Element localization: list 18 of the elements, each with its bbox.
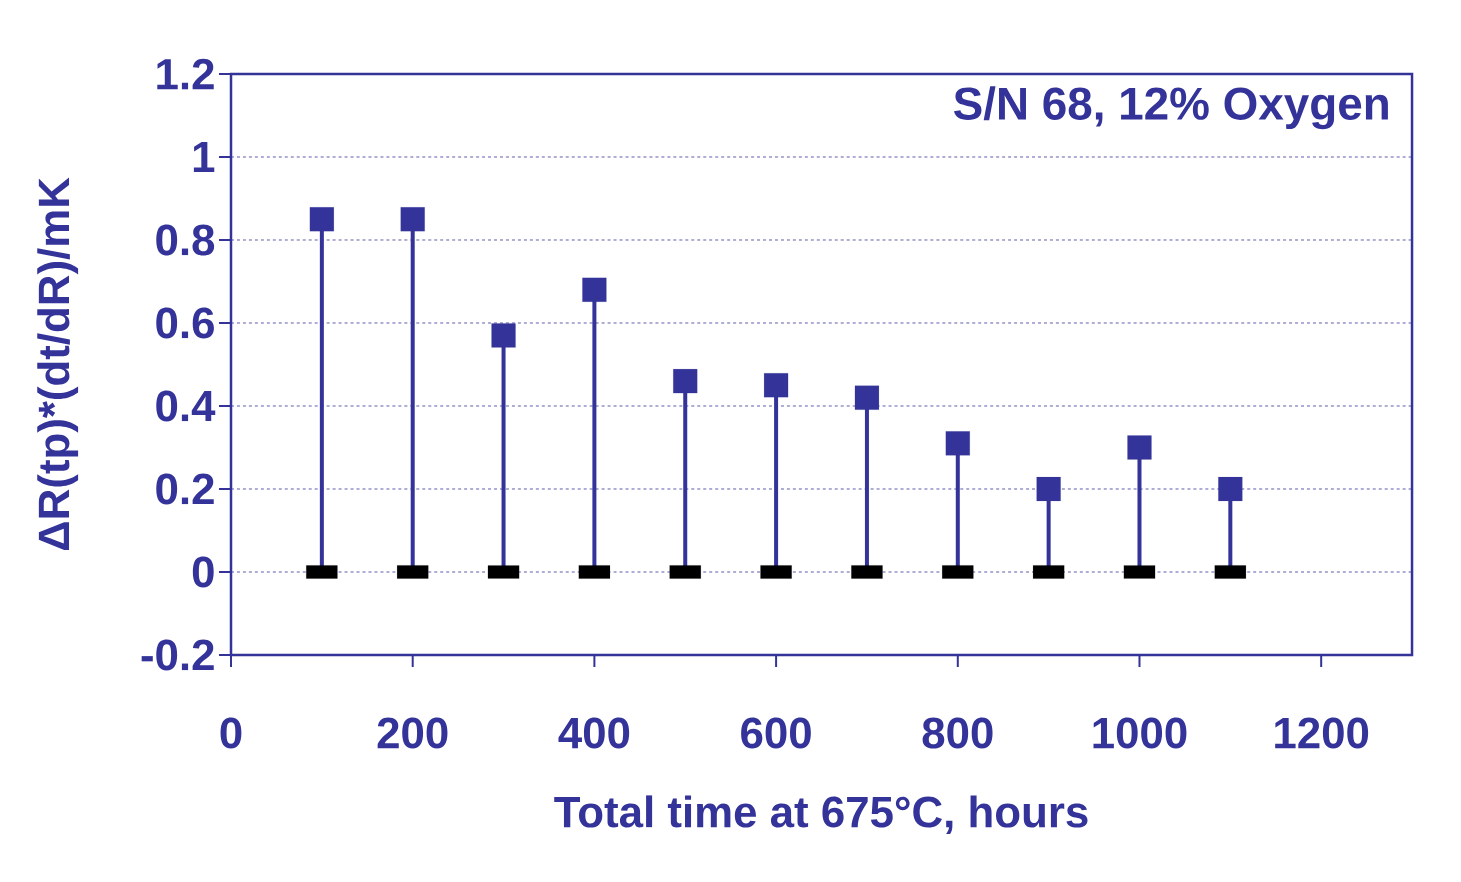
y-tick-label: 0.8: [156, 224, 215, 256]
x-tick-label: 1000: [1093, 717, 1187, 749]
y-tick-label: 0.4: [156, 390, 216, 422]
x-tick-label: 200: [377, 717, 448, 749]
y-axis-title: ΔR(tp)*(dt/dR)/mK: [37, 177, 79, 551]
y-tick-label: -0.2: [141, 639, 214, 671]
x-tick-label: 0: [220, 717, 242, 749]
x-tick-label: 800: [922, 717, 993, 749]
x-tick-label: 600: [741, 717, 811, 749]
x-tick-label: 1200: [1275, 717, 1369, 749]
y-tick-label: 0.6: [156, 307, 214, 339]
x-tick-label: 400: [558, 717, 630, 749]
y-tick-label: 1.2: [157, 58, 214, 90]
annotation: S/N 68, 12% Oxygen: [953, 86, 1388, 130]
y-tick-label: 0.2: [156, 473, 214, 505]
y-tick-label: 1: [193, 141, 215, 173]
x-axis-title: Total time at 675°C, hours: [554, 795, 1088, 834]
y-tick-label: 0: [192, 556, 214, 588]
